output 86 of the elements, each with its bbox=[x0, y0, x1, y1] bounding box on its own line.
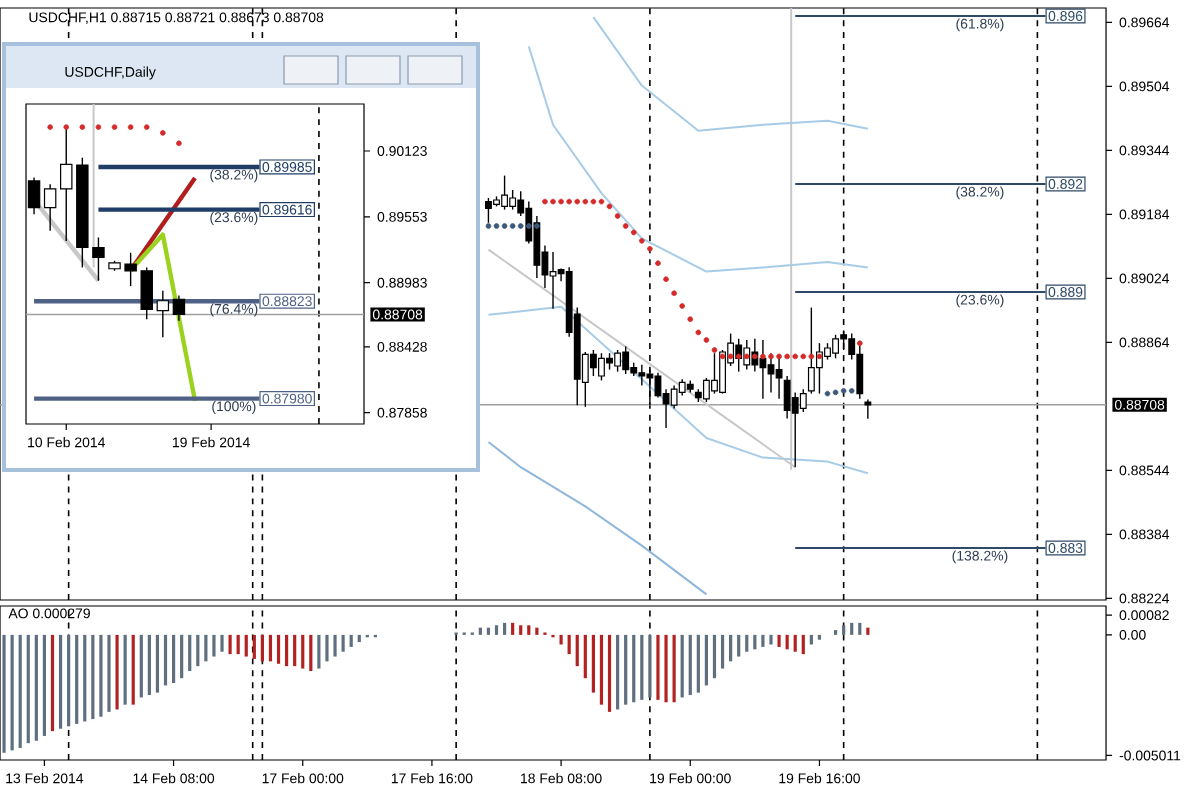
line-series bbox=[527, 45, 869, 273]
point bbox=[550, 198, 556, 205]
point bbox=[824, 390, 831, 397]
point bbox=[679, 303, 685, 309]
point bbox=[79, 124, 86, 130]
candlestick bbox=[799, 388, 807, 413]
point bbox=[160, 130, 166, 136]
point bbox=[655, 260, 661, 266]
line-series bbox=[487, 441, 708, 596]
point bbox=[663, 276, 669, 282]
candlestick bbox=[43, 183, 57, 232]
candlestick bbox=[654, 372, 662, 399]
candlestick bbox=[840, 329, 848, 351]
point bbox=[808, 353, 815, 360]
point bbox=[493, 223, 500, 229]
candlestick bbox=[598, 352, 605, 382]
candlestick bbox=[172, 294, 186, 322]
point bbox=[63, 124, 70, 130]
candlestick bbox=[702, 377, 710, 403]
candlestick bbox=[864, 398, 872, 420]
point bbox=[111, 124, 118, 130]
candlestick bbox=[622, 345, 630, 375]
candlestick bbox=[832, 334, 839, 360]
point bbox=[485, 223, 492, 229]
point bbox=[752, 353, 758, 360]
candlestick bbox=[501, 174, 508, 211]
point bbox=[534, 223, 540, 229]
candlestick bbox=[670, 384, 678, 410]
point bbox=[800, 353, 807, 360]
point bbox=[776, 353, 782, 360]
point bbox=[526, 223, 532, 229]
point bbox=[598, 198, 605, 205]
point bbox=[719, 353, 726, 360]
point bbox=[176, 140, 182, 147]
candlestick bbox=[783, 375, 791, 420]
line-series bbox=[487, 305, 869, 475]
point bbox=[542, 198, 548, 205]
candlestick bbox=[807, 306, 815, 395]
point bbox=[687, 316, 694, 322]
point bbox=[501, 223, 508, 229]
point bbox=[816, 353, 823, 360]
point bbox=[671, 290, 677, 296]
point bbox=[703, 337, 710, 343]
candlestick bbox=[589, 349, 597, 377]
point bbox=[622, 223, 629, 229]
point bbox=[606, 203, 613, 210]
point bbox=[517, 223, 524, 229]
point bbox=[47, 124, 53, 130]
point bbox=[558, 198, 564, 205]
point bbox=[566, 198, 572, 205]
candlestick bbox=[638, 364, 646, 387]
candlestick bbox=[156, 290, 170, 339]
point bbox=[792, 353, 799, 360]
point bbox=[582, 198, 589, 205]
point bbox=[727, 353, 734, 360]
point bbox=[840, 388, 847, 394]
candlestick bbox=[767, 352, 775, 394]
point bbox=[768, 353, 774, 360]
candlestick bbox=[711, 352, 718, 395]
candlestick bbox=[509, 189, 517, 211]
point bbox=[630, 229, 637, 236]
point bbox=[614, 213, 621, 219]
point bbox=[743, 353, 750, 360]
point bbox=[127, 124, 134, 130]
point bbox=[760, 353, 766, 360]
candlestick bbox=[759, 339, 767, 400]
point bbox=[856, 340, 863, 346]
point bbox=[848, 388, 855, 394]
line-series bbox=[592, 16, 869, 132]
candlestick bbox=[856, 344, 864, 400]
point bbox=[735, 353, 742, 360]
candlestick bbox=[549, 251, 557, 310]
point bbox=[695, 329, 702, 336]
candlestick bbox=[533, 215, 541, 279]
point bbox=[832, 389, 839, 396]
point bbox=[509, 223, 516, 229]
point bbox=[784, 353, 790, 360]
point bbox=[639, 238, 645, 244]
point bbox=[590, 198, 597, 205]
candlestick bbox=[614, 349, 622, 373]
point bbox=[711, 347, 718, 353]
point bbox=[95, 124, 102, 130]
point bbox=[647, 246, 653, 252]
point bbox=[143, 124, 150, 130]
candlestick bbox=[485, 197, 492, 224]
point bbox=[574, 198, 581, 205]
